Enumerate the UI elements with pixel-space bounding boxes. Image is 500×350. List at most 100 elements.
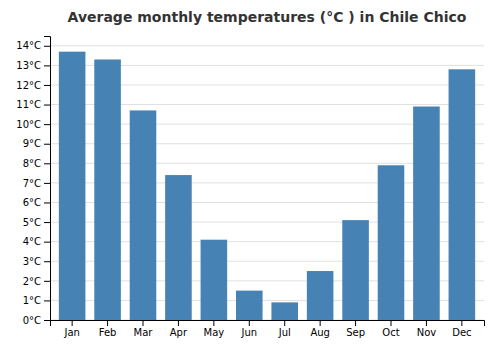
y-tick-label: 3°C <box>23 256 41 267</box>
x-tick-label: Apr <box>170 327 188 338</box>
x-tick-mark <box>320 320 321 326</box>
bar <box>342 220 369 320</box>
y-tick-mark <box>44 105 50 106</box>
grid <box>50 46 484 320</box>
grid-line <box>50 45 484 46</box>
y-tick-mark <box>44 261 50 262</box>
y-tick: 13°C <box>16 60 50 71</box>
chart: Jan Feb Mar Apr May Jun Jul Aug Sep Oct Nov Dec 0°C 1… <box>0 0 500 350</box>
y-tick-label: 11°C <box>16 99 41 110</box>
y-tick-label: 1°C <box>23 295 41 306</box>
y-tick-mark <box>44 320 50 321</box>
x-tick: Jul <box>278 320 291 338</box>
y-tick-label: 5°C <box>23 217 41 228</box>
y-tick-mark <box>44 163 50 164</box>
y-tick: 3°C <box>23 256 50 267</box>
bar <box>236 291 263 320</box>
y-tick-mark <box>44 300 50 301</box>
y-tick-mark <box>44 85 50 86</box>
x-tick: Apr <box>170 320 188 338</box>
bars <box>59 52 475 320</box>
bar <box>165 175 192 320</box>
x-tick-label: Aug <box>310 327 330 338</box>
y-tick-mark <box>44 65 50 66</box>
x-tick-label: Nov <box>417 327 437 338</box>
x-tick-label: Oct <box>382 327 399 338</box>
y-tick-mark <box>44 46 50 47</box>
y-tick-label: 8°C <box>23 158 41 169</box>
bar <box>307 271 334 320</box>
x-tick: Jun <box>240 320 257 338</box>
y-tick: 0°C <box>23 315 50 326</box>
x-axis-line <box>51 321 485 327</box>
x-tick-mark <box>461 320 462 326</box>
y-tick-mark <box>44 242 50 243</box>
plot-area: Jan Feb Mar Apr May Jun Jul Aug Sep Oct Nov Dec 0°C 1… <box>16 37 484 339</box>
x-tick-mark <box>213 320 214 326</box>
title: Average monthly temperatures (°C ) in Ch… <box>68 9 467 25</box>
y-tick-mark <box>44 183 50 184</box>
y-tick: 1°C <box>23 295 50 306</box>
y-tick: 14°C <box>16 40 50 51</box>
y-tick: 9°C <box>23 138 50 149</box>
x-tick-label: Mar <box>134 327 154 338</box>
y-tick: 2°C <box>23 276 50 287</box>
bar <box>59 52 86 320</box>
y-axis-line <box>44 37 51 321</box>
y-tick: 12°C <box>16 80 50 91</box>
y-tick-label: 6°C <box>23 197 41 208</box>
y-tick-mark <box>44 124 50 125</box>
x-tick: Jan <box>63 320 79 338</box>
y-tick: 5°C <box>23 217 50 228</box>
x-tick-mark <box>391 320 392 326</box>
x-tick-mark <box>178 320 179 326</box>
bar <box>271 302 298 320</box>
bar <box>201 240 228 320</box>
y-tick-label: 7°C <box>23 178 41 189</box>
y-tick-label: 13°C <box>16 60 41 71</box>
x-tick-label: Jan <box>63 327 79 338</box>
y-tick: 10°C <box>16 119 50 130</box>
bar <box>94 60 121 320</box>
x-axis: Jan Feb Mar Apr May Jun Jul Aug Sep Oct Nov Dec <box>51 320 485 338</box>
x-tick-mark <box>284 320 285 326</box>
x-tick-mark <box>107 320 108 326</box>
x-tick: Sep <box>346 320 365 338</box>
y-tick-label: 4°C <box>23 236 41 247</box>
x-tick-mark <box>143 320 144 326</box>
x-tick-mark <box>426 320 427 326</box>
x-tick-mark <box>249 320 250 326</box>
x-tick-label: Jun <box>240 327 257 338</box>
y-tick-mark <box>44 281 50 282</box>
x-tick: Nov <box>417 320 437 338</box>
y-tick-mark <box>44 144 50 145</box>
y-tick-label: 12°C <box>16 80 41 91</box>
x-tick: Mar <box>134 320 154 338</box>
x-tick-label: May <box>204 327 225 338</box>
x-tick-label: Sep <box>346 327 365 338</box>
x-tick: Feb <box>99 320 117 338</box>
y-tick-label: 2°C <box>23 276 41 287</box>
x-tick-label: Dec <box>452 327 471 338</box>
y-tick: 8°C <box>23 158 50 169</box>
y-axis: 0°C 1°C 2°C 3°C 4°C 5°C 6°C 7°C 8°C 9°C 10°C 11°C 12… <box>16 37 50 326</box>
bar <box>130 110 157 320</box>
x-tick: Dec <box>452 320 471 338</box>
x-tick: Aug <box>310 320 330 338</box>
bar <box>449 69 476 320</box>
y-tick: 6°C <box>23 197 50 208</box>
y-tick-label: 9°C <box>23 138 41 149</box>
x-tick-label: Jul <box>278 327 291 338</box>
bar <box>413 107 440 320</box>
y-tick-label: 10°C <box>16 119 41 130</box>
y-tick-mark <box>44 202 50 203</box>
x-tick: Oct <box>382 320 399 338</box>
x-tick-label: Feb <box>99 327 117 338</box>
y-tick-label: 14°C <box>16 40 41 51</box>
y-tick: 11°C <box>16 99 50 110</box>
y-tick: 4°C <box>23 236 50 247</box>
x-tick-mark <box>355 320 356 326</box>
y-tick-mark <box>44 222 50 223</box>
x-tick-mark <box>72 320 73 326</box>
y-tick-label: 0°C <box>23 315 41 326</box>
